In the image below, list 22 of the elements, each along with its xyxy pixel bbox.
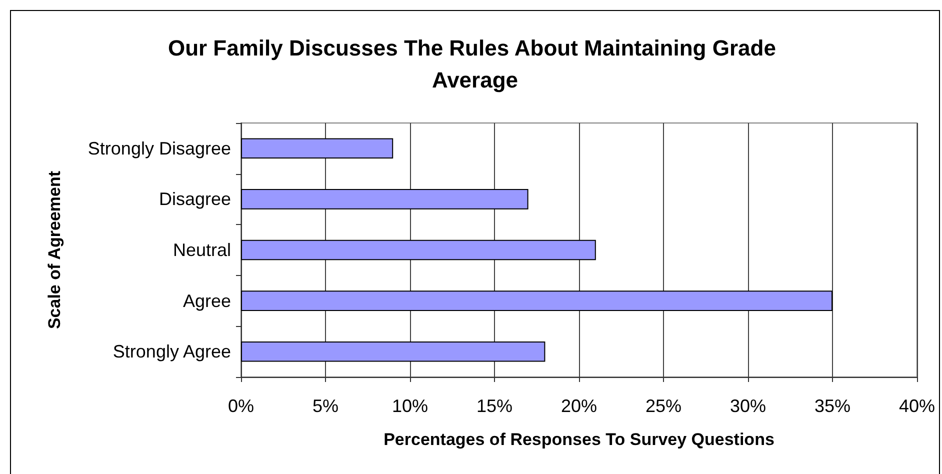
bar <box>241 240 596 260</box>
y-axis-title: Scale of Agreement <box>45 170 64 330</box>
bar <box>241 341 546 362</box>
bar <box>241 189 528 210</box>
x-tick-label: 40% <box>898 396 936 416</box>
bar <box>241 290 832 311</box>
y-tick-label: Agree <box>182 290 231 311</box>
y-tick-label: Strongly Disagree <box>88 138 231 158</box>
x-axis-title: Percentages of Responses To Survey Questions <box>384 430 774 449</box>
y-tick-label: Disagree <box>158 189 231 210</box>
x-tick-label: 0% <box>228 396 254 416</box>
x-tick-label: 25% <box>645 396 682 416</box>
x-tick-label: 10% <box>392 396 428 416</box>
x-tick-label: 15% <box>476 396 513 416</box>
x-tick-label: 20% <box>560 396 598 416</box>
x-tick-label: 35% <box>814 396 851 416</box>
bar <box>241 138 394 159</box>
y-tick-label: Strongly Agree <box>112 342 231 362</box>
chart-title: Our Family Discusses The Rules About Maintaining Grade Average <box>168 36 782 92</box>
x-tick-label: 5% <box>312 396 339 416</box>
y-tick-label: Neutral <box>172 240 231 260</box>
x-tick-label: 30% <box>730 396 766 416</box>
